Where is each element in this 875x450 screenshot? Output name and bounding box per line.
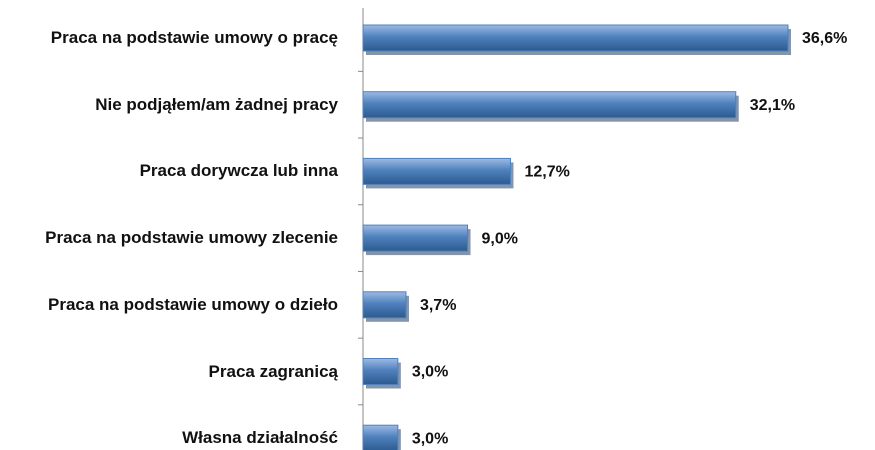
bar (362, 291, 407, 319)
bar (362, 157, 511, 185)
value-label: 3,0% (412, 430, 448, 447)
value-label: 3,7% (420, 297, 456, 314)
category-label: Nie podjąłem/am żadnej pracy (95, 94, 338, 114)
value-label: 36,6% (802, 30, 847, 47)
bar (362, 424, 399, 450)
category-label: Własna działalność (182, 428, 338, 448)
category-label: Praca zagranicą (208, 361, 338, 381)
value-label: 9,0% (482, 230, 518, 247)
bar (362, 24, 789, 52)
category-label: Praca dorywcza lub inna (139, 161, 338, 181)
category-label: Praca na podstawie umowy o dzieło (47, 294, 338, 314)
bar (362, 224, 469, 252)
value-label: 3,0% (412, 364, 448, 381)
category-label: Praca na podstawie umowy zlecenie (45, 228, 338, 248)
bar (362, 358, 399, 385)
bar (362, 91, 737, 119)
value-label: 12,7% (524, 164, 569, 181)
category-label: Praca na podstawie umowy o pracę (50, 28, 338, 47)
value-label: 32,1% (750, 97, 795, 114)
